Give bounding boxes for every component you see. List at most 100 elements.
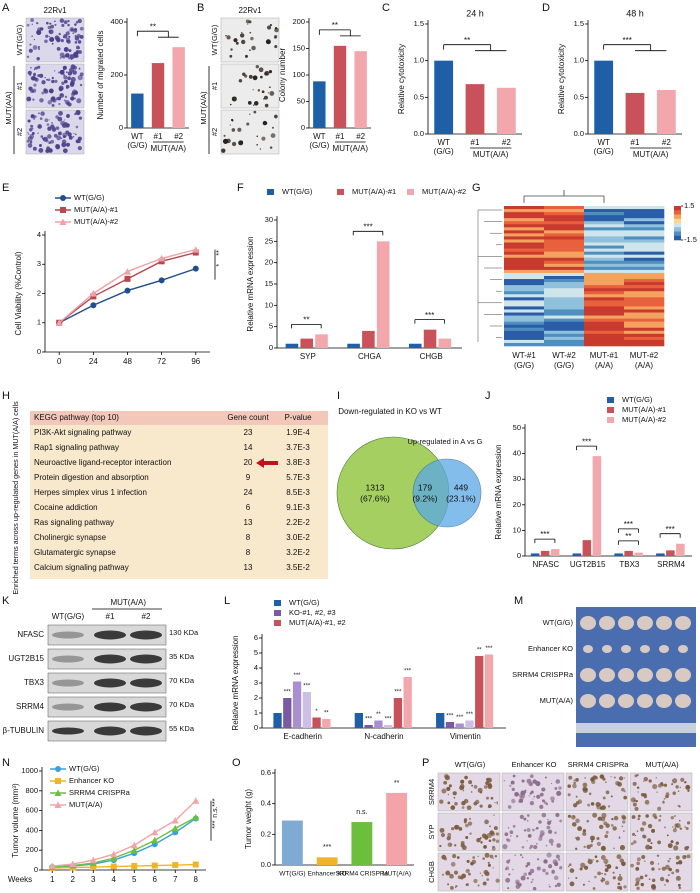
image-speck bbox=[612, 876, 616, 880]
image-speck bbox=[45, 34, 49, 38]
legend-label: MUT(A/A)-#2 bbox=[74, 217, 118, 226]
image-speck bbox=[481, 833, 487, 839]
image-speck bbox=[594, 875, 597, 879]
image-speck bbox=[49, 22, 52, 25]
image-speck bbox=[603, 821, 608, 826]
y-axis-label: Tumor volume (mm³) bbox=[11, 783, 20, 858]
image-speck bbox=[40, 135, 44, 138]
heatmap-cell bbox=[624, 336, 665, 341]
image-speck bbox=[670, 840, 674, 844]
image-speck bbox=[75, 125, 79, 129]
image-speck bbox=[486, 878, 490, 881]
image-speck bbox=[229, 124, 231, 126]
marker bbox=[192, 246, 200, 253]
image-speck bbox=[454, 844, 457, 847]
image-speck bbox=[687, 789, 690, 792]
image-speck bbox=[256, 135, 258, 138]
image-speck bbox=[617, 876, 623, 882]
heatmap-cell bbox=[544, 209, 585, 213]
image-speck bbox=[55, 143, 61, 149]
image-speck bbox=[590, 802, 595, 806]
heatmap-cell bbox=[584, 327, 625, 332]
heatmap-cell bbox=[544, 206, 585, 210]
venn-percent: (23.1%) bbox=[446, 493, 476, 503]
image-speck bbox=[253, 101, 259, 106]
image-speck bbox=[520, 875, 526, 881]
panel-letter: A bbox=[2, 2, 10, 14]
column-label: MUT-#2 bbox=[630, 351, 659, 360]
x-tick-label: SYP bbox=[300, 352, 316, 361]
image-speck bbox=[612, 871, 615, 874]
image-speck bbox=[573, 815, 576, 818]
row-label: WT(G/G) bbox=[543, 618, 574, 627]
image-speck bbox=[33, 38, 35, 41]
image-speck bbox=[543, 859, 548, 864]
row-label: SRRM4 CRISPRa bbox=[512, 670, 574, 679]
image-speck bbox=[44, 76, 46, 79]
bar bbox=[362, 330, 375, 348]
image-speck bbox=[558, 786, 562, 790]
heatmap-cell bbox=[584, 248, 625, 252]
image-speck bbox=[249, 49, 251, 51]
bar bbox=[316, 857, 338, 865]
image bbox=[220, 109, 280, 155]
bar bbox=[634, 552, 643, 556]
image-speck bbox=[643, 834, 647, 839]
image-speck bbox=[604, 880, 610, 886]
heatmap-cell bbox=[624, 339, 665, 344]
y-tick-label: 1.0 bbox=[414, 56, 424, 65]
x-tick-label: 6 bbox=[153, 875, 158, 884]
y-tick-label: 20 bbox=[265, 258, 273, 267]
image-speck bbox=[560, 866, 562, 868]
image-speck bbox=[64, 54, 67, 57]
image-speck bbox=[651, 884, 656, 889]
lane-label: #1 bbox=[106, 612, 115, 621]
row-label: Enhancer KO bbox=[528, 644, 573, 653]
image-speck bbox=[507, 805, 512, 809]
heatmap-cell bbox=[544, 288, 585, 292]
image-speck bbox=[637, 817, 640, 821]
image-speck bbox=[644, 799, 650, 805]
image-speck bbox=[482, 857, 486, 860]
heatmap-cell bbox=[544, 294, 585, 298]
image-speck bbox=[454, 886, 457, 889]
image-speck bbox=[685, 784, 691, 790]
image-speck bbox=[597, 871, 602, 876]
heatmap-cell bbox=[544, 342, 585, 347]
image-speck bbox=[526, 828, 531, 832]
image-speck bbox=[460, 876, 464, 880]
heatmap-cell bbox=[624, 294, 665, 298]
image-speck bbox=[61, 123, 67, 128]
image-speck bbox=[575, 847, 578, 851]
image-speck bbox=[249, 113, 251, 115]
image-speck bbox=[38, 149, 41, 152]
heatmap-cell bbox=[624, 324, 665, 329]
image-speck bbox=[441, 788, 447, 794]
image-speck bbox=[613, 776, 616, 779]
heatmap-cell bbox=[504, 336, 545, 341]
table-body-bg bbox=[30, 425, 328, 579]
significance: *** bbox=[363, 222, 372, 231]
y-tick-label: 3 bbox=[37, 259, 41, 268]
marker bbox=[48, 862, 56, 870]
marker bbox=[192, 797, 200, 804]
blot-band bbox=[52, 703, 84, 711]
image-speck bbox=[239, 33, 245, 38]
image-speck bbox=[261, 136, 266, 141]
x-tick-label: WT bbox=[313, 132, 326, 141]
image-speck bbox=[26, 23, 30, 27]
heatmap-cell bbox=[504, 306, 545, 310]
heatmap-cell bbox=[584, 221, 625, 225]
image-speck bbox=[536, 866, 541, 871]
image-speck bbox=[268, 70, 273, 74]
image-speck bbox=[77, 40, 82, 44]
image-speck bbox=[270, 133, 276, 138]
image-speck bbox=[647, 838, 652, 843]
column-label: (G/G) bbox=[554, 361, 574, 370]
image-speck bbox=[684, 826, 687, 828]
image-speck bbox=[244, 54, 248, 58]
y-tick-label: 0 bbox=[269, 343, 273, 352]
heatmap-cell bbox=[624, 291, 665, 295]
image-speck bbox=[519, 853, 523, 857]
bar bbox=[354, 51, 367, 128]
